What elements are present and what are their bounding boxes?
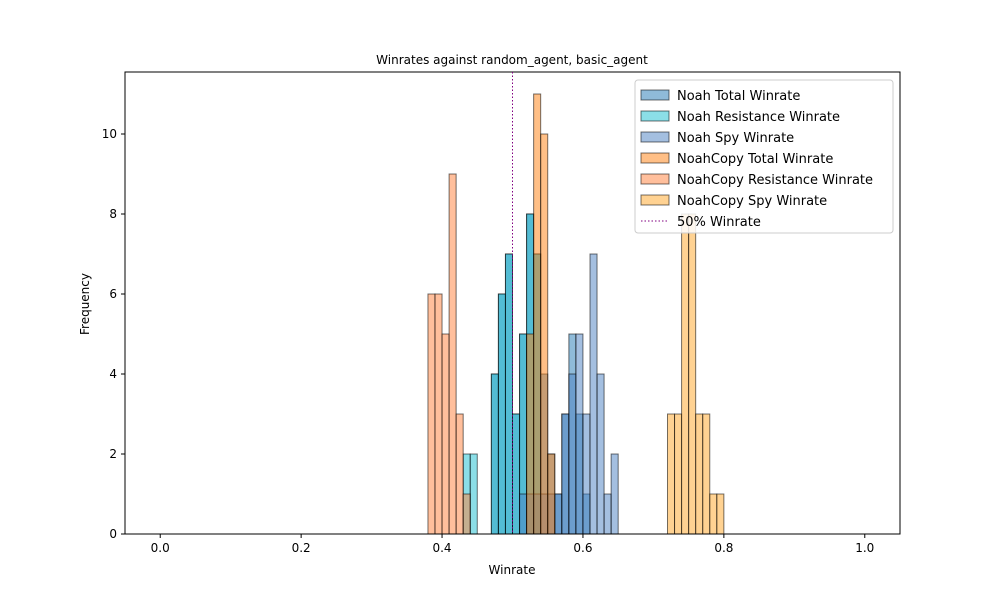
bar-s1-b3 xyxy=(497,293,506,535)
x-tick-label-5: 1.0 xyxy=(855,541,874,555)
bar-s3-b3 xyxy=(547,453,556,535)
legend-swatch-0 xyxy=(640,89,670,101)
legend-swatch-2 xyxy=(640,131,670,143)
x-axis-label: Winrate xyxy=(489,563,536,577)
legend-label-5: NoahCopy Spy Winrate xyxy=(677,194,827,209)
bar-s4-b3 xyxy=(448,173,457,535)
legend-swatch-1 xyxy=(640,110,670,122)
y-tick-label-1: 2 xyxy=(109,447,117,461)
bar-s5-b4 xyxy=(695,413,704,535)
legend-swatch-4 xyxy=(640,173,670,185)
legend-swatch-3 xyxy=(640,152,670,164)
bar-s2-b6 xyxy=(561,413,570,535)
bars-group xyxy=(160,93,865,535)
legend-label-0: Noah Total Winrate xyxy=(677,89,800,104)
x-tick-label-3: 0.6 xyxy=(573,541,592,555)
y-tick-label-3: 6 xyxy=(109,287,117,301)
bar-s2-b11 xyxy=(596,373,605,535)
bar-s2-b7 xyxy=(568,373,577,535)
axes-group: 0.0 0.2 0.4 0.6 0.8 1.0 0 2 4 6 8 10 xyxy=(102,71,901,555)
bar-s4-b1 xyxy=(434,293,443,535)
bar-s3-b2 xyxy=(540,133,549,535)
legend-label-2: Noah Spy Winrate xyxy=(677,131,794,146)
y-tick-label-4: 8 xyxy=(109,207,117,221)
y-axis-label: Frequency xyxy=(78,273,92,335)
bar-s2-b9 xyxy=(582,413,591,535)
bar-s2-b5 xyxy=(554,493,563,535)
x-tick-label-0: 0.0 xyxy=(151,541,170,555)
bar-s2-b8 xyxy=(575,333,584,535)
bar-s2-b13 xyxy=(610,453,619,535)
bar-s5-b3 xyxy=(688,213,697,535)
legend-label-3: NoahCopy Total Winrate xyxy=(677,152,833,167)
bar-s2-b0 xyxy=(519,493,528,535)
legend-label-refline: 50% Winrate xyxy=(677,215,761,230)
bar-s5-b1 xyxy=(674,413,683,535)
legend-swatch-5 xyxy=(640,194,670,206)
bar-s4-b5 xyxy=(462,493,471,535)
bar-s5-b6 xyxy=(709,493,718,535)
x-tick-label-2: 0.4 xyxy=(432,541,451,555)
y-tick-label-0: 0 xyxy=(109,527,117,541)
bar-s5-b7 xyxy=(716,493,725,535)
bar-s1-b2 xyxy=(490,373,499,535)
chart-title: Winrates against random_agent, basic_age… xyxy=(376,53,648,67)
bar-s1-b5 xyxy=(512,413,521,535)
y-tick-label-5: 10 xyxy=(102,127,117,141)
bar-s3-b1 xyxy=(533,93,542,535)
bar-s4-b2 xyxy=(441,333,450,535)
bar-s5-b2 xyxy=(681,213,690,535)
bar-s5-b0 xyxy=(667,413,676,535)
bar-s4-b4 xyxy=(455,413,464,535)
bar-s2-b10 xyxy=(589,253,598,535)
legend: Noah Total Winrate Noah Resistance Winrat… xyxy=(634,79,894,234)
bar-s3-b0 xyxy=(526,333,535,535)
legend-label-4: NoahCopy Resistance Winrate xyxy=(677,173,873,188)
bar-s1-b4 xyxy=(504,253,514,535)
x-tick-label-1: 0.2 xyxy=(292,541,311,555)
y-tick-label-2: 4 xyxy=(109,367,117,381)
bar-s4-b0 xyxy=(427,293,436,535)
bar-s1-b1 xyxy=(469,453,478,535)
legend-box xyxy=(634,79,894,234)
x-tick-label-4: 0.8 xyxy=(714,541,733,555)
legend-label-1: Noah Resistance Winrate xyxy=(677,110,840,125)
bar-s2-b12 xyxy=(603,493,612,535)
bar-s5-b5 xyxy=(702,413,711,535)
